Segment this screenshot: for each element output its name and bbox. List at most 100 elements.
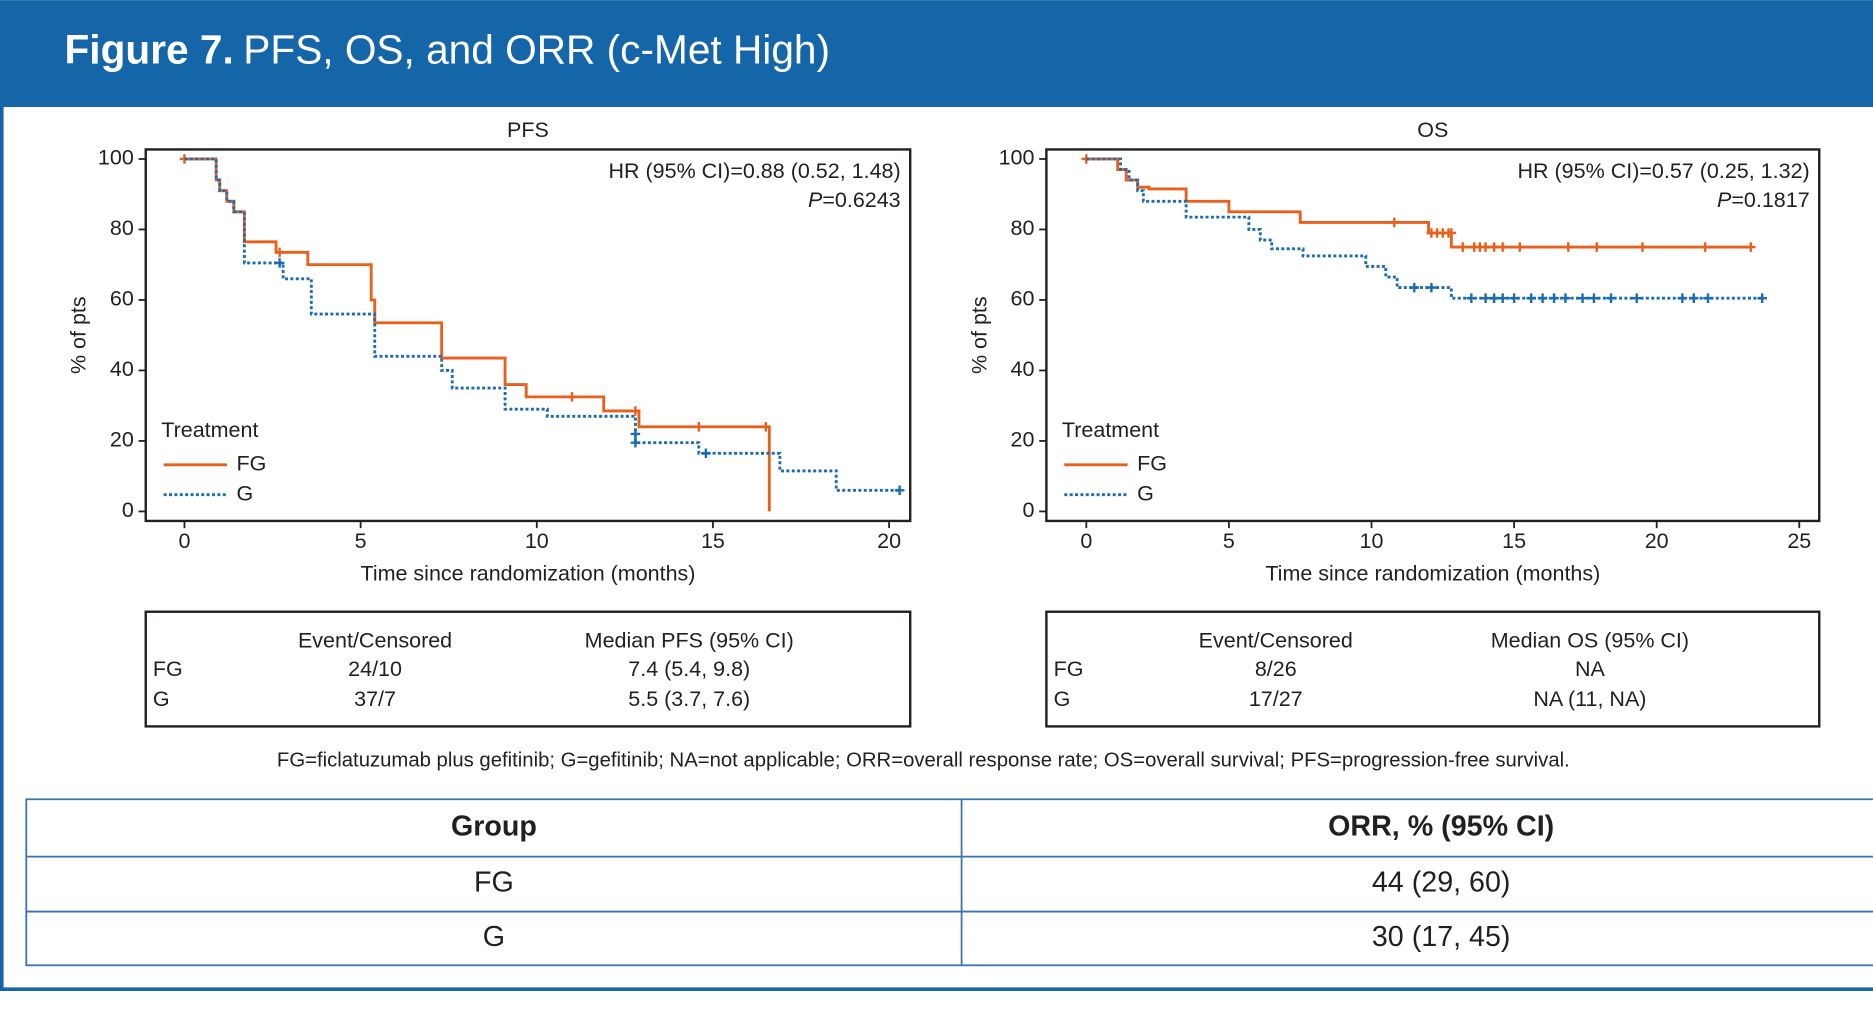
x-tick-label: 15 [701,529,725,553]
censor-mark [1757,293,1767,303]
summary-cell: 8/26 [1255,657,1297,681]
y-tick-label: 40 [110,357,134,381]
censor-mark [1589,293,1599,303]
x-tick-label: 0 [178,529,190,553]
y-tick-label: 80 [110,216,134,240]
censor-mark [894,485,905,496]
summary-cell: FG [1054,657,1084,681]
censor-mark [630,437,641,448]
censor-mark [1489,293,1499,303]
legend-label: FG [1137,451,1167,475]
censor-mark [1526,293,1536,303]
survival-curve [1086,157,1763,300]
censor-mark [1480,293,1491,303]
censor-mark [1497,293,1508,303]
orr-cell: FG [474,867,514,899]
censor-mark [760,422,771,432]
censor-mark [1081,154,1092,164]
y-tick-label: 0 [1022,498,1034,522]
x-axis-label: Time since randomization (months) [1265,561,1600,585]
orr-cell: 30 (17, 45) [1372,921,1511,953]
censor-mark [274,247,285,258]
censor-mark [1700,242,1710,252]
figure-label: Figure 7. [65,26,234,72]
hr-annotation: HR (95% CI)=0.57 (0.25, 1.32) [1518,159,1810,183]
censor-mark [1577,293,1588,303]
summary-cell: NA (11, NA) [1533,687,1646,711]
censor-mark [1549,293,1559,303]
censor-mark [1560,293,1571,303]
x-axis-label: Time since randomization (months) [360,561,695,585]
x-tick-label: 10 [1360,529,1384,553]
y-tick-label: 100 [98,146,134,170]
censor-mark [630,429,641,439]
summary-cell: 37/7 [354,687,396,711]
legend-title: Treatment [1062,418,1159,442]
orr-header: Group [451,811,537,843]
header-band [0,0,1873,106]
censor-mark [274,258,285,268]
summary-cell: G [1054,687,1071,711]
x-tick-label: 15 [1502,529,1526,553]
figure-title: PFS, OS, and ORR (c-Met High) [243,26,830,72]
censor-mark [1592,242,1602,252]
censor-mark [1426,282,1437,293]
x-tick-label: 5 [1223,529,1235,553]
censor-mark [1563,242,1574,252]
legend-title: Treatment [161,418,258,442]
censor-mark [1688,293,1699,303]
summary-header: Event/Censored [1199,628,1353,652]
censor-mark [1457,242,1468,252]
censor-mark [1606,293,1616,303]
summary-table [1045,610,1821,728]
summary-cell: NA [1575,657,1606,681]
y-tick-label: 80 [1011,216,1035,240]
censor-mark [1389,217,1400,228]
y-tick-label: 60 [110,287,134,311]
survival-curve [184,157,900,492]
y-tick-label: 60 [1011,287,1035,311]
summary-cell: FG [153,657,183,681]
censor-mark [1446,228,1457,238]
orr-header: ORR, % (95% CI) [1328,811,1554,843]
y-axis-label: % of pts [967,296,991,374]
footnote: FG=ficlatuzumab plus gefitinib; G=gefiti… [277,749,1570,771]
orr-cell: G [483,921,505,953]
x-tick-label: 25 [1787,529,1811,553]
summary-cell: G [153,687,170,711]
y-axis-label: % of pts [67,296,91,374]
censor-mark [630,406,641,416]
p-label: P [808,187,823,211]
legend-label: G [237,481,254,505]
y-tick-label: 40 [1011,357,1035,381]
y-tick-label: 100 [999,146,1035,170]
y-tick-label: 20 [1011,428,1035,452]
censor-mark [1703,293,1713,303]
summary-cell: 17/27 [1249,687,1303,711]
x-tick-label: 20 [877,529,901,553]
summary-header: Median PFS (95% CI) [585,628,794,652]
chart-title: OS [1417,118,1448,142]
survival-curve [184,157,771,512]
censor-mark [1480,242,1491,252]
censor-mark [179,154,190,164]
censor-mark [1537,293,1548,303]
censor-mark [1466,293,1477,303]
x-tick-label: 20 [1645,529,1669,553]
p-annotation: P=0.1817 [1717,187,1810,211]
hr-annotation: HR (95% CI)=0.88 (0.52, 1.48) [608,159,900,183]
figure-heading: Figure 7. PFS, OS, and ORR (c-Met High) [65,26,831,72]
p-value: =0.6243 [822,187,900,211]
censor-mark [1489,242,1499,252]
censor-mark [1631,293,1642,303]
censor-mark [1637,242,1648,252]
y-tick-label: 20 [110,428,134,452]
summary-header: Event/Censored [298,628,452,652]
summary-header: Median OS (95% CI) [1491,628,1689,652]
survival-curve [1086,157,1751,249]
censor-mark [567,392,577,402]
summary-cell: 7.4 (5.4, 9.8) [628,657,750,681]
plot-frame [1045,148,1821,523]
censor-mark [1509,293,1519,303]
